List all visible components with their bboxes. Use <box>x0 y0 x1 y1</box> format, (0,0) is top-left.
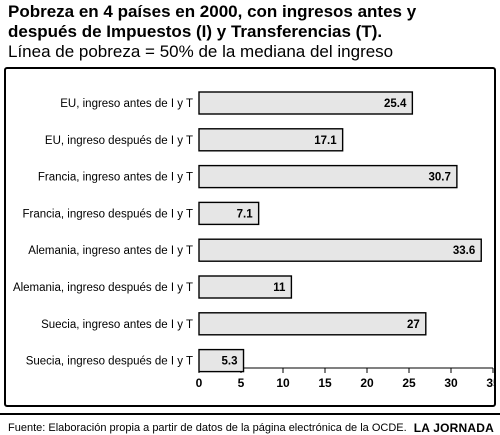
publisher-brand: LA JORNADA <box>413 421 494 435</box>
x-tick-label: 0 <box>196 376 203 390</box>
bar-value-label: 30.7 <box>428 172 450 184</box>
x-tick-label: 5 <box>238 376 245 390</box>
category-label: Alemania, ingreso antes de I y T <box>28 245 193 257</box>
plot-frame: 0 5 10 15 20 25 30 35 EU, ingreso antes de I y T… <box>4 67 496 407</box>
category-label: EU, ingreso después de I y T <box>45 135 193 147</box>
bar <box>198 312 427 336</box>
bar-value-label: 7.1 <box>237 208 254 220</box>
bar <box>198 238 482 262</box>
chart-title: Pobreza en 4 países en 2000, con ingreso… <box>8 2 496 42</box>
x-tick-label: 20 <box>360 376 374 390</box>
chart-title-line-2: después de Impuestos (I) y Transferencia… <box>8 22 383 41</box>
bar-value-label: 33.6 <box>453 245 475 257</box>
bar <box>198 128 344 152</box>
x-tick-label: 15 <box>318 376 332 390</box>
chart-title-line-1: Pobreza en 4 países en 2000, con ingreso… <box>8 2 417 21</box>
bar-value-label: 5.3 <box>222 356 238 368</box>
category-label: Francia, ingreso después de I y T <box>23 208 193 220</box>
x-tick-label: 25 <box>402 376 416 390</box>
bar-value-label: 25.4 <box>384 98 407 110</box>
category-label: Alemania, ingreso después de I y T <box>13 282 193 294</box>
bar <box>198 275 293 299</box>
category-label: Suecia, ingreso antes de I y T <box>41 319 193 331</box>
bar-value-label: 27 <box>407 319 420 331</box>
bar-value-label: 17.1 <box>314 135 337 147</box>
category-label: EU, ingreso antes de I y T <box>60 98 193 110</box>
footer: Fuente: Elaboración propia a partir de d… <box>0 413 500 435</box>
bar <box>198 348 245 373</box>
bar <box>198 164 458 189</box>
bar <box>198 91 414 115</box>
chart-subtitle: Línea de pobreza = 50% de la mediana del… <box>8 42 394 61</box>
bar-chart: 0 5 10 15 20 25 30 35 EU, ingreso antes de I y T… <box>13 91 494 390</box>
x-tick-label: 30 <box>444 376 458 390</box>
x-tick-label: 10 <box>276 376 290 390</box>
x-tick-label: 35 <box>486 376 494 390</box>
bar-value-label: 11 <box>273 282 286 294</box>
category-label: Suecia, ingreso después de I y T <box>26 356 193 368</box>
bar <box>198 201 260 226</box>
source-note: Fuente: Elaboración propia a partir de d… <box>8 422 407 434</box>
category-label: Francia, ingreso antes de I y T <box>38 172 193 184</box>
